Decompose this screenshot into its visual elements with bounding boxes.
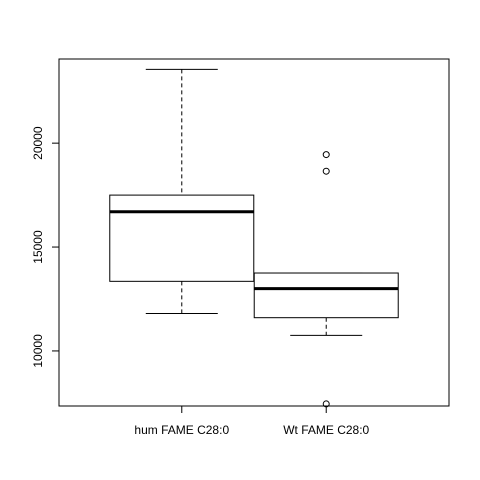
x-axis: hum FAME C28:0 Wt FAME C28:0 — [134, 406, 369, 437]
x-tick-label: Wt FAME C28:0 — [283, 423, 369, 437]
y-tick-label: 15000 — [31, 230, 45, 264]
box-group — [110, 69, 254, 313]
y-tick-label: 20000 — [31, 126, 45, 160]
x-tick-label: hum FAME C28:0 — [134, 423, 229, 437]
outlier-point — [323, 168, 329, 174]
iqr-box — [110, 195, 254, 281]
boxes — [110, 69, 398, 407]
box-group — [254, 152, 398, 407]
y-axis: 10000 15000 20000 — [31, 126, 59, 367]
y-tick-label: 10000 — [31, 334, 45, 368]
outlier-point — [323, 152, 329, 158]
iqr-box — [254, 273, 398, 318]
